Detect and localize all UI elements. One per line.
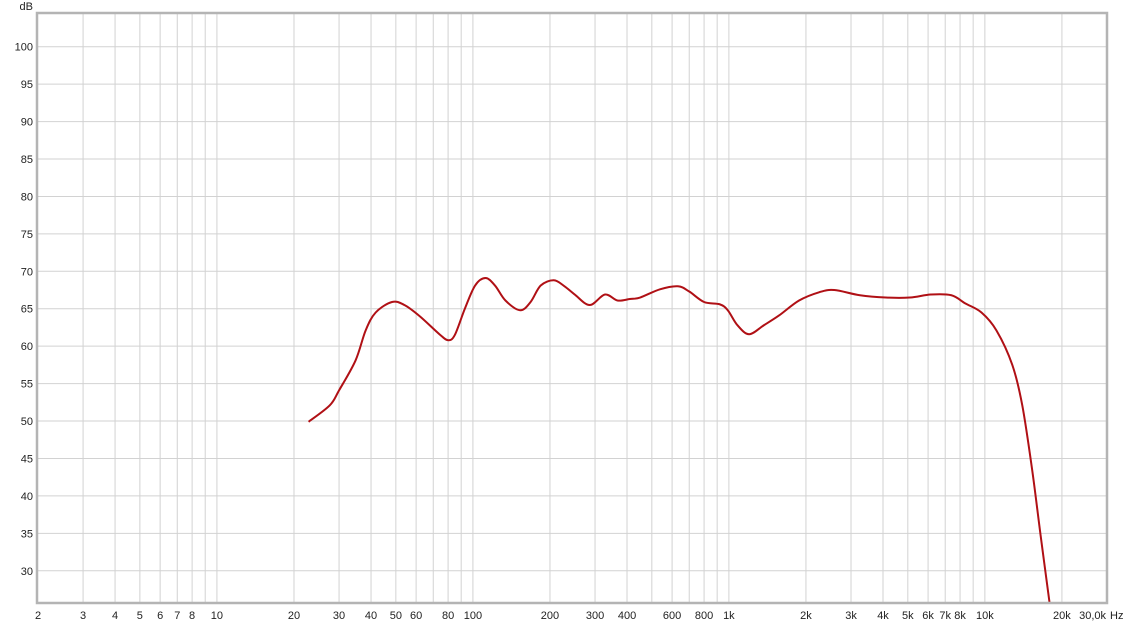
y-tick-label: 50	[21, 416, 33, 428]
x-tick-label: 4k	[877, 610, 889, 622]
x-tick-label: 3k	[845, 610, 857, 622]
x-tick-label: 6	[157, 610, 163, 622]
y-tick-label: 30	[21, 566, 33, 578]
x-tick-label: 1k	[723, 610, 735, 622]
x-tick-label: 100	[464, 610, 482, 622]
y-tick-label: 55	[21, 379, 33, 391]
x-tick-label: 10	[211, 610, 223, 622]
x-tick-label: 2	[35, 610, 41, 622]
y-tick-label: 90	[21, 117, 33, 129]
x-tick-label: 30,0k	[1079, 610, 1106, 622]
y-tick-label: 70	[21, 266, 33, 278]
x-tick-label: 60	[410, 610, 422, 622]
x-tick-label: 6k	[922, 610, 934, 622]
x-tick-label: 5	[137, 610, 143, 622]
y-tick-label: 75	[21, 229, 33, 241]
x-tick-label: 300	[586, 610, 604, 622]
x-tick-label: 40	[365, 610, 377, 622]
y-tick-label: 35	[21, 528, 33, 540]
y-tick-label: 45	[21, 453, 33, 465]
x-tick-label: 2k	[800, 610, 812, 622]
x-tick-label: 400	[618, 610, 636, 622]
x-tick-label: 800	[695, 610, 713, 622]
x-tick-label: 30	[333, 610, 345, 622]
y-tick-label: 80	[21, 191, 33, 203]
grid	[38, 13, 1107, 603]
x-tick-label: 80	[442, 610, 454, 622]
y-tick-label: 100	[15, 42, 33, 54]
y-tick-label: 60	[21, 341, 33, 353]
x-tick-label: 20k	[1053, 610, 1071, 622]
x-tick-label: 7	[174, 610, 180, 622]
y-tick-label: 40	[21, 491, 33, 503]
x-tick-label: 5k	[902, 610, 914, 622]
x-tick-label: 4	[112, 610, 118, 622]
x-axis-unit: Hz	[1110, 610, 1123, 622]
x-tick-label: 200	[541, 610, 559, 622]
x-tick-label: 8	[189, 610, 195, 622]
x-tick-label: 20	[288, 610, 300, 622]
plot-frame	[35, 11, 1109, 605]
x-tick-label: 7k	[939, 610, 951, 622]
series	[307, 277, 1051, 604]
response-curve	[307, 277, 1051, 604]
x-tick-label: 10k	[976, 610, 994, 622]
y-axis-label: dB	[20, 1, 33, 13]
x-tick-label: 600	[663, 610, 681, 622]
y-tick-label: 95	[21, 79, 33, 91]
x-tick-label: 50	[390, 610, 402, 622]
y-tick-label: 85	[21, 154, 33, 166]
x-tick-label: 8k	[954, 610, 966, 622]
y-tick-label: 65	[21, 304, 33, 316]
x-tick-label: 3	[80, 610, 86, 622]
